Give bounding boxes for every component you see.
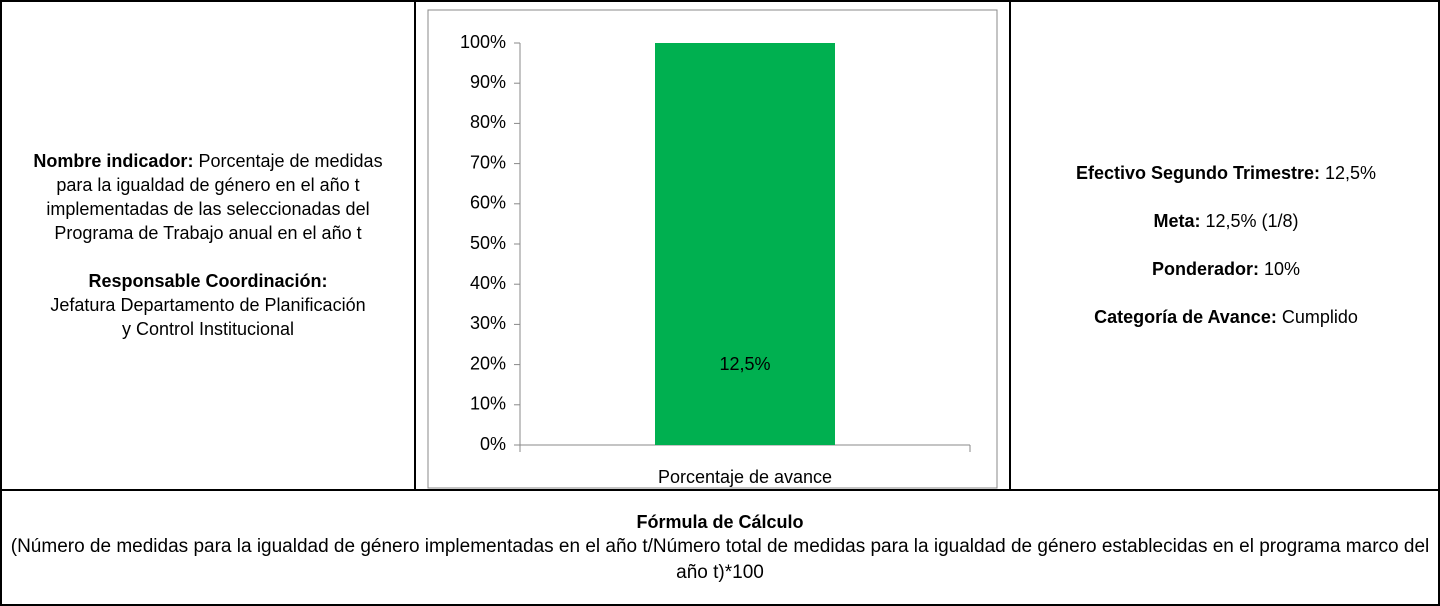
summary-label: Ponderador: xyxy=(1151,259,1259,279)
formula-cell: Fórmula de Cálculo (Número de medidas pa… xyxy=(0,490,1440,606)
summary-value: 10% xyxy=(1264,259,1301,279)
y-tick-label: 70% xyxy=(470,152,506,172)
indicator: Nombre indicador: Porcentaje de medidas … xyxy=(20,149,396,245)
y-tick-label: 100% xyxy=(460,32,506,52)
y-tick-label: 90% xyxy=(470,72,506,92)
column-divider xyxy=(1009,0,1011,490)
indicator-label: Nombre indicador: xyxy=(33,151,194,171)
row-divider xyxy=(0,489,1440,491)
y-tick-label: 30% xyxy=(470,313,506,333)
y-tick-label: 20% xyxy=(470,353,506,373)
column-divider xyxy=(414,0,416,490)
summary-label: Categoría de Avance: xyxy=(1094,307,1277,327)
summary-item: Ponderador: 10% xyxy=(1152,257,1300,281)
summary-item: Meta: 12,5% (1/8) xyxy=(1153,209,1298,233)
responsible-text: Jefatura Departamento de Planificación y… xyxy=(50,295,366,339)
indicator-text: Porcentaje de medidas para la igualdad d… xyxy=(46,151,383,243)
y-tick-label: 10% xyxy=(470,394,506,414)
bar xyxy=(655,43,835,445)
summary-item: Categoría de Avance: Cumplido xyxy=(1094,305,1358,329)
x-tick-label: Porcentaje de avance xyxy=(658,467,832,487)
summary-value: 12,5% xyxy=(1325,163,1377,183)
y-tick-label: 0% xyxy=(480,434,506,454)
summary-label: Efectivo Segundo Trimestre: xyxy=(1075,163,1320,183)
responsible-label: Responsable Coordinación: xyxy=(88,269,327,293)
formula-text: (Número de medidas para la igualdad de g… xyxy=(10,536,1430,583)
y-tick-label: 60% xyxy=(470,193,506,213)
chart: 0% 10% 20% 30% 40% 50% 60% 70% 80% 90% 100% Porcent… xyxy=(427,9,998,489)
bar-annotation: 12,5% xyxy=(719,354,770,374)
indicator-cell: Nombre indicador: Porcentaje de medidas … xyxy=(20,0,396,490)
summary-label: Meta: xyxy=(1153,211,1201,231)
y-tick-label: 40% xyxy=(470,273,506,293)
responsible-label-text: Responsable Coordinación: xyxy=(88,271,328,291)
formula-title-text: Fórmula de Cálculo xyxy=(636,512,804,532)
summary-value: Cumplido xyxy=(1281,307,1358,327)
summary-value: 12,5% (1/8) xyxy=(1205,211,1299,231)
y-tick-label: 50% xyxy=(470,233,506,253)
summary-cell: Efectivo Segundo Trimestre: 12,5% Meta: 1… xyxy=(1012,0,1440,490)
y-tick-label: 80% xyxy=(470,112,506,132)
summary-item: Efectivo Segundo Trimestre: 12,5% xyxy=(1076,161,1376,185)
formula-title: Fórmula de Cálculo xyxy=(636,510,803,534)
